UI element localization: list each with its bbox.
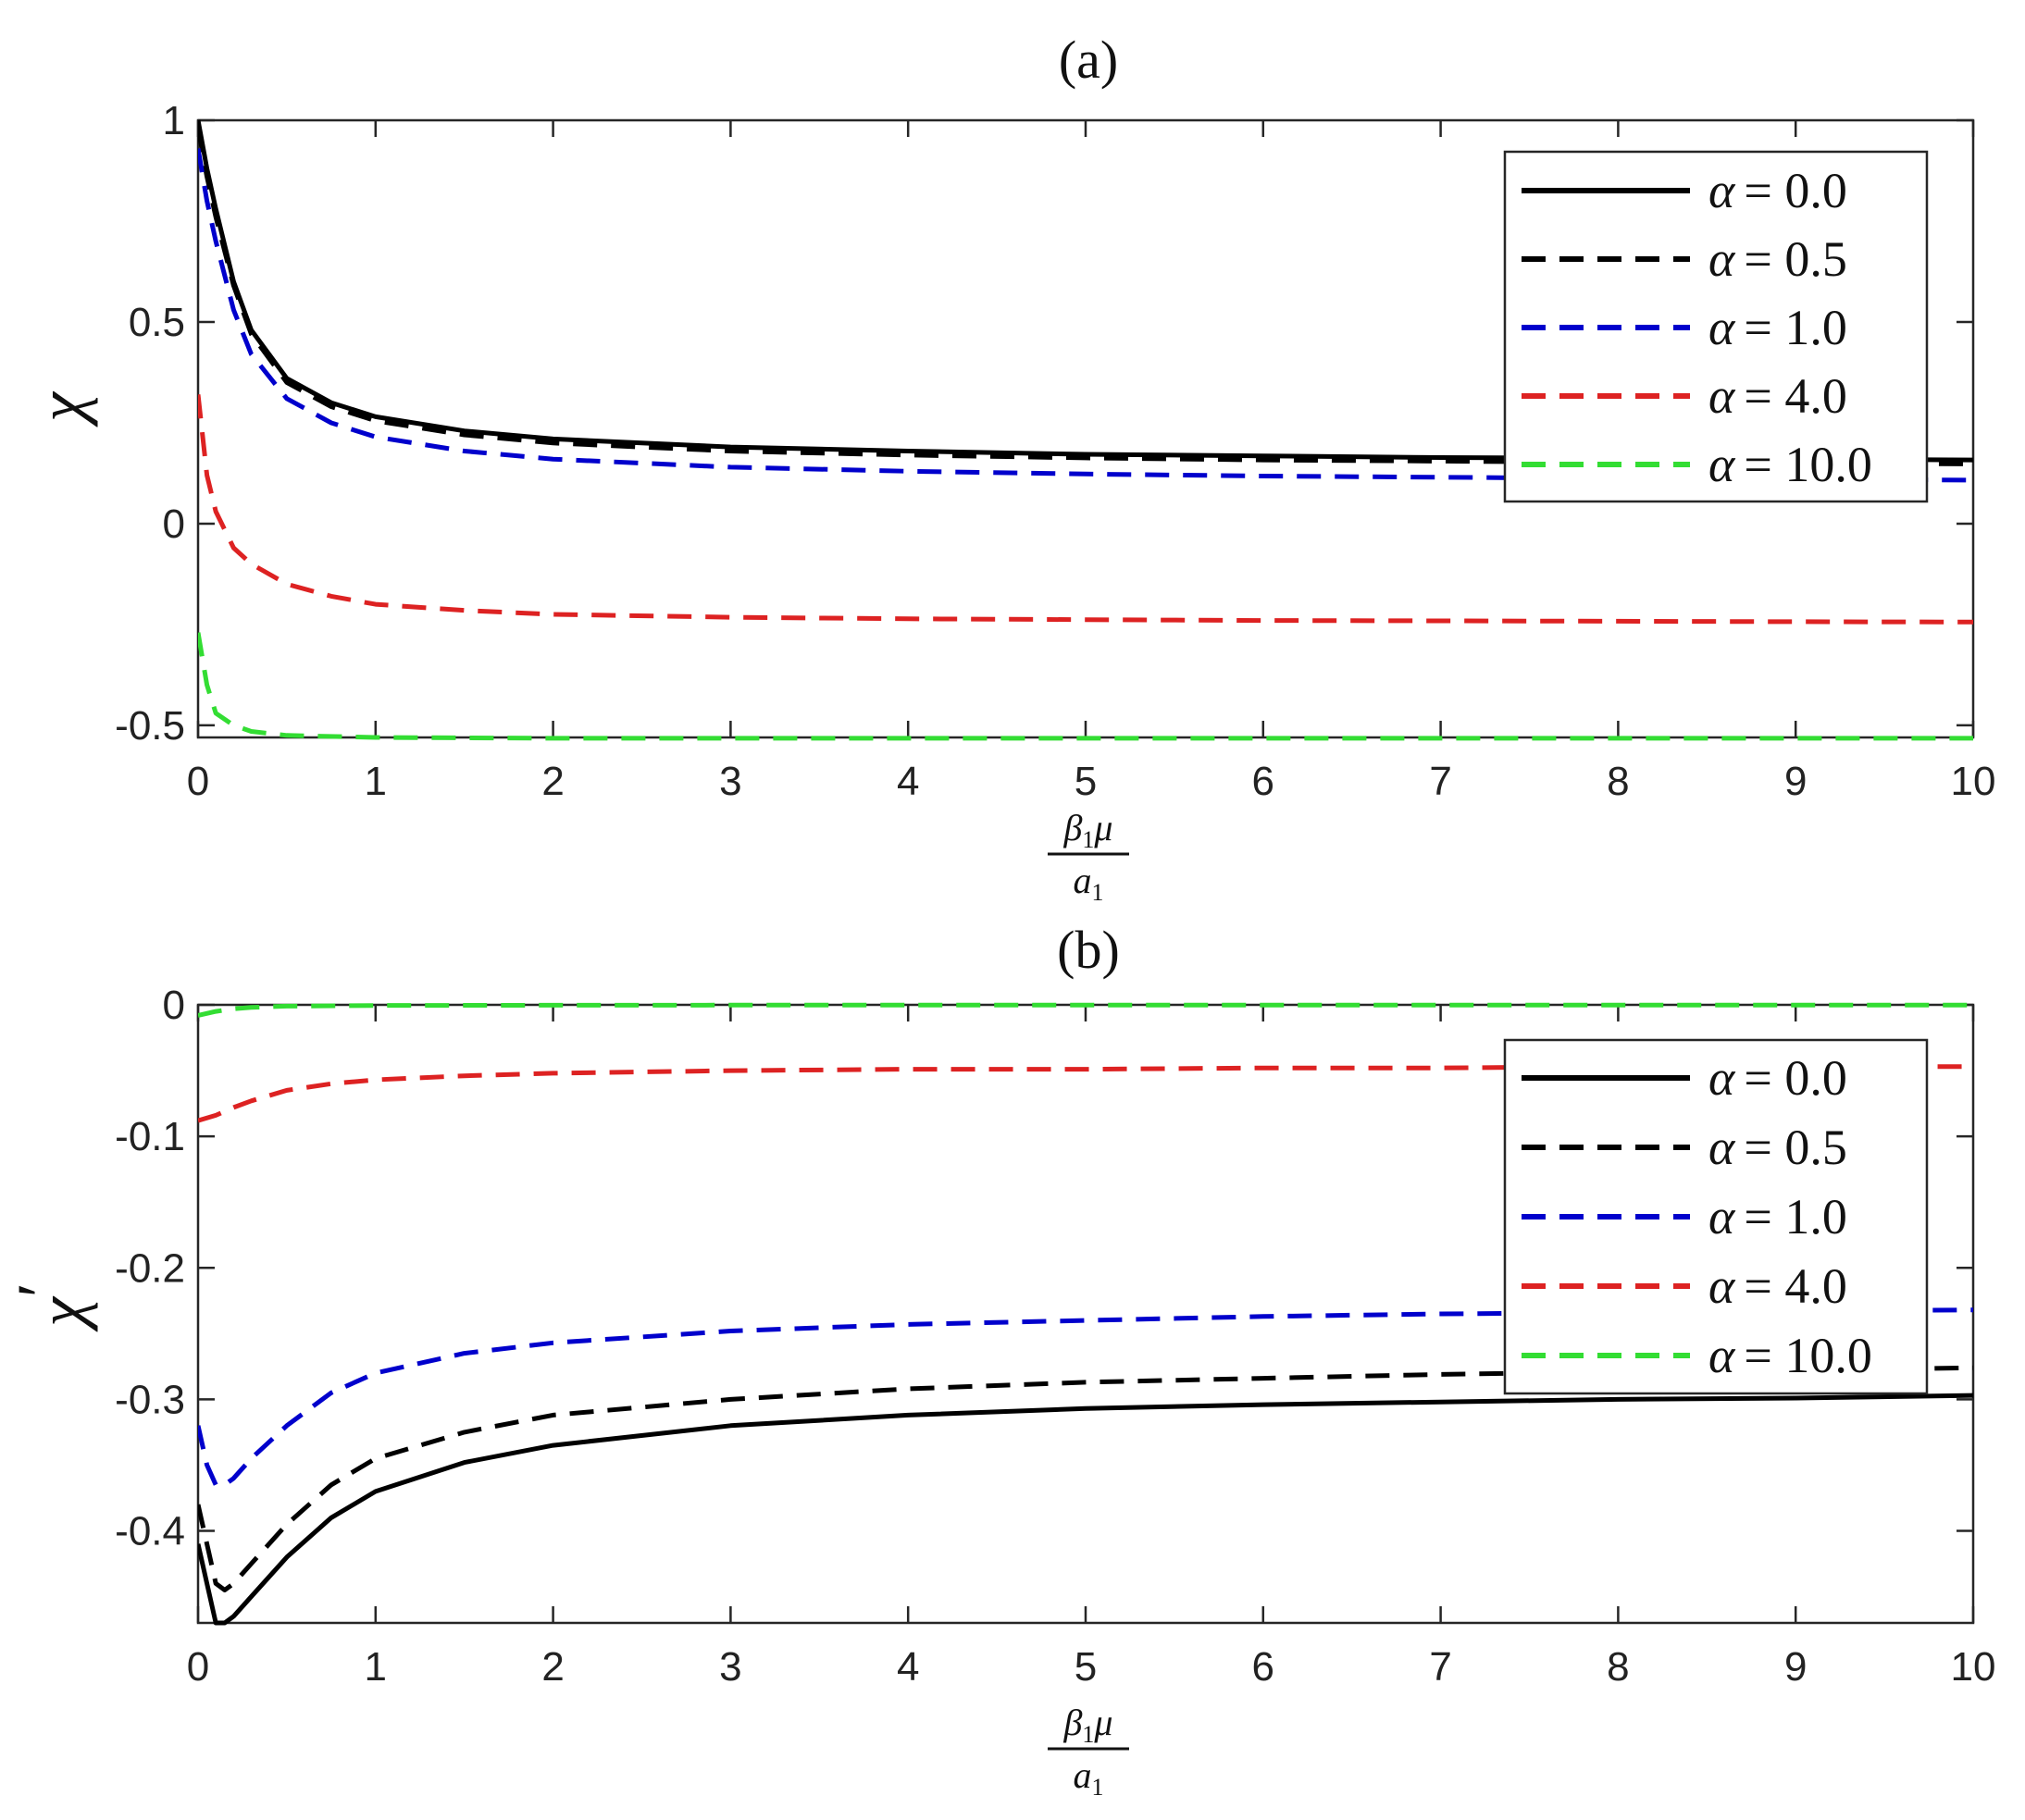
panel-a-xlabel-a-sub: 1: [1092, 879, 1104, 906]
panel-b-x-tick-label: 10: [1951, 1644, 1996, 1690]
panel-a-series-line-4: [198, 632, 1973, 741]
panel-a-title: (a): [1059, 30, 1118, 90]
panel-b-xlabel-beta-sub: 1: [1082, 1721, 1094, 1748]
panel-a-legend-alpha: α: [1708, 231, 1736, 287]
panel-b-legend-label-2: α = 1.0: [1708, 1189, 1847, 1244]
panel-b-series-group: [198, 1002, 1973, 1626]
panel-a-x-tick-label: 3: [719, 759, 741, 804]
panel-a-series-line-2: [198, 148, 1973, 483]
panel-b-legend-alpha: α: [1708, 1328, 1736, 1383]
panel-a-legend-label-1: α = 0.5: [1708, 231, 1847, 287]
panel-a-legend-label-4: α = 10.0: [1708, 437, 1872, 492]
panel-b-xlabel-a: a: [1074, 1754, 1092, 1796]
panel-a-legend-value: = 0.5: [1744, 231, 1846, 287]
panel-b-legend-alpha: α: [1708, 1050, 1736, 1106]
panel-b-legend-value: = 0.5: [1744, 1120, 1846, 1175]
panel-b-y-axis-label: χ′: [4, 1282, 98, 1331]
panel-b-legend-alpha: α: [1708, 1120, 1736, 1175]
panel-a-y-tick-label: 0: [163, 501, 185, 547]
panel-a-legend-value: = 4.0: [1744, 368, 1846, 424]
panel-a-legend-value: = 10.0: [1744, 437, 1871, 492]
panel-b-x-tick-label: 1: [365, 1644, 387, 1690]
panel-b-legend-value: = 1.0: [1744, 1189, 1846, 1244]
panel-a-y-tick-label: 1: [163, 98, 185, 143]
panel-a-x-tick-label: 7: [1429, 759, 1451, 804]
panel-b-title: (b): [1057, 920, 1120, 980]
panel-b-x-tick-label: 6: [1252, 1644, 1274, 1690]
panel-b-series-line-2: [198, 1307, 1973, 1488]
panel-b-x-tick-label: 0: [187, 1644, 209, 1690]
panel-a-legend-alpha: α: [1708, 163, 1736, 218]
svg-text:β1μ: β1μ: [1063, 1702, 1113, 1748]
panel-a-xlabel-a: a: [1074, 860, 1092, 901]
panel-a-legend-value: = 0.0: [1744, 163, 1846, 218]
panel-a-legend-label-3: α = 4.0: [1708, 368, 1847, 424]
svg-text:a1: a1: [1074, 860, 1104, 906]
panel-a-legend-label-2: α = 1.0: [1708, 300, 1847, 355]
panel-b-y-tick-label: -0.1: [115, 1114, 185, 1159]
panel-a-y-axis-label: χ: [24, 390, 98, 427]
panel-b-y-axis-prime: ′: [4, 1282, 78, 1297]
panel-b-x-tick-label: 5: [1075, 1644, 1097, 1690]
svg-text:β1μ: β1μ: [1063, 807, 1113, 853]
panel-a-y-tick-label: 0.5: [129, 300, 185, 345]
panel-b-x-tick-label: 9: [1784, 1644, 1807, 1690]
panel-a-series-line-0: [198, 119, 1973, 463]
panel-a-series-line-3: [198, 394, 1973, 625]
panel-b-series-line-1: [198, 1365, 1973, 1592]
panel-a-x-tick-label: 4: [897, 759, 919, 804]
panel-a-x-tick-label: 8: [1607, 759, 1629, 804]
panel-b-x-tick-label: 7: [1429, 1644, 1451, 1690]
panel-a-series-group: [198, 119, 1973, 741]
panel-b-xlabel-a-sub: 1: [1092, 1774, 1104, 1801]
panel-b-legend-value: = 4.0: [1744, 1258, 1846, 1314]
panel-a-legend-label-0: α = 0.0: [1708, 163, 1847, 218]
panel-a-legend-alpha: α: [1708, 368, 1736, 424]
panel-b-y-tick-label: -0.3: [115, 1377, 185, 1422]
panel-b-legend-label-0: α = 0.0: [1708, 1050, 1847, 1106]
panel-b-series-line-3: [198, 1064, 1973, 1123]
panel-a-xlabel-mu: μ: [1093, 807, 1112, 848]
panel-a-x-axis-label: β1μ a1: [1048, 807, 1129, 906]
panel-a-legend: α = 0.0α = 0.5α = 1.0α = 4.0α = 10.0: [1503, 150, 1929, 503]
panel-b-x-tick-label: 4: [897, 1644, 919, 1690]
panel-b-legend-value: = 0.0: [1744, 1050, 1846, 1106]
panel-b: (b) χ′ β1μ a1 0 1 2 3 4 5 6 7 8 9 100-0.1-0.2-0.3-…: [4, 920, 1995, 1801]
panel-b-xlabel-mu: μ: [1093, 1702, 1112, 1743]
panel-b-legend: α = 0.0α = 0.5α = 1.0α = 4.0α = 10.0: [1503, 1038, 1929, 1395]
panel-b-xlabel-beta: β: [1063, 1702, 1083, 1743]
panel-a-x-tick-label: 0: [187, 759, 209, 804]
panel-b-legend-alpha: α: [1708, 1189, 1736, 1244]
panel-b-x-axis-label: β1μ a1: [1048, 1702, 1129, 1801]
panel-b-legend-label-3: α = 4.0: [1708, 1258, 1847, 1314]
panel-a-legend-alpha: α: [1708, 437, 1736, 492]
panel-a-x-tick-label: 2: [541, 759, 564, 804]
panel-b-y-tick-label: -0.2: [115, 1245, 185, 1291]
panel-b-legend-alpha: α: [1708, 1258, 1736, 1314]
panel-a-x-tick-label: 9: [1784, 759, 1807, 804]
panel-a-x-tick-label: 6: [1252, 759, 1274, 804]
panel-b-x-tick-label: 3: [719, 1644, 741, 1690]
panel-b-legend-label-1: α = 0.5: [1708, 1120, 1847, 1175]
panel-a-xlabel-beta-sub: 1: [1082, 826, 1094, 853]
panel-a-y-tick-label: -0.5: [115, 703, 185, 749]
panel-b-series-line-4: [198, 1002, 1973, 1018]
panel-a-x-tick-label: 1: [365, 759, 387, 804]
panel-b-x-tick-label: 2: [541, 1644, 564, 1690]
panel-a-series-line-1: [198, 128, 1973, 466]
panel-a-legend-value: = 1.0: [1744, 300, 1846, 355]
panel-a-legend-alpha: α: [1708, 300, 1736, 355]
svg-text:a1: a1: [1074, 1754, 1104, 1801]
panel-b-legend-label-4: α = 10.0: [1708, 1328, 1872, 1383]
panel-b-y-tick-label: 0: [163, 983, 185, 1028]
panel-b-series-line-0: [198, 1393, 1973, 1626]
panel-b-x-tick-label: 8: [1607, 1644, 1629, 1690]
panel-b-legend-value: = 10.0: [1744, 1328, 1871, 1383]
panel-a-xlabel-beta: β: [1063, 807, 1083, 848]
panel-b-y-tick-label: -0.4: [115, 1509, 185, 1554]
panel-a-x-tick-label: 10: [1951, 759, 1996, 804]
panel-a-x-tick-label: 5: [1075, 759, 1097, 804]
